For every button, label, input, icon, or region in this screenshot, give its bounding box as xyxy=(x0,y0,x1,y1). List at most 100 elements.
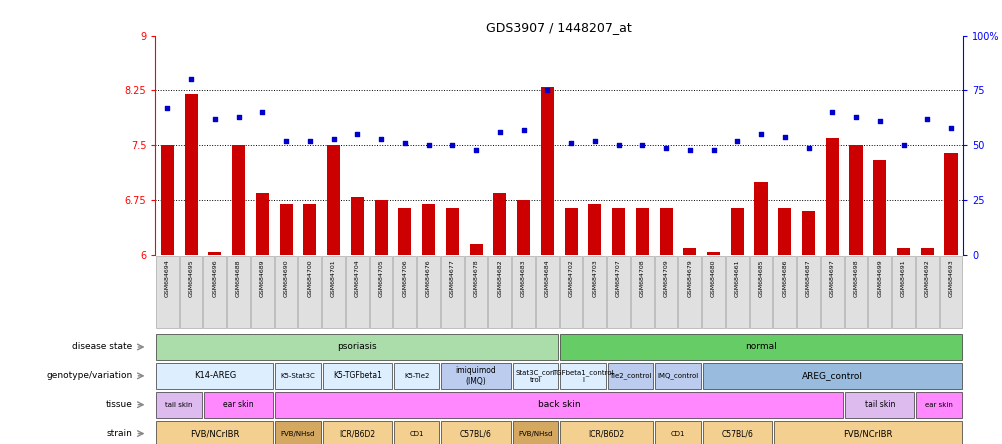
Bar xyxy=(156,334,558,360)
Text: GSM684692: GSM684692 xyxy=(924,260,929,297)
Bar xyxy=(654,421,700,444)
Bar xyxy=(275,421,321,444)
Bar xyxy=(160,146,173,255)
Text: ear skin: ear skin xyxy=(223,400,254,409)
Text: GSM684702: GSM684702 xyxy=(568,260,573,297)
Text: genotype/variation: genotype/variation xyxy=(46,371,132,381)
Bar xyxy=(323,363,392,388)
Text: ICR/B6D2: ICR/B6D2 xyxy=(588,429,624,438)
Text: IMQ_control: IMQ_control xyxy=(656,373,697,379)
Bar xyxy=(702,363,961,388)
Bar xyxy=(939,256,962,328)
Bar xyxy=(323,421,392,444)
Bar xyxy=(916,392,961,417)
Text: GSM684690: GSM684690 xyxy=(284,260,289,297)
Bar xyxy=(654,363,700,388)
Text: GSM684686: GSM684686 xyxy=(782,260,787,297)
Text: GSM684706: GSM684706 xyxy=(402,260,407,297)
Point xyxy=(824,109,840,116)
Text: GSM684699: GSM684699 xyxy=(877,260,882,297)
Text: GSM684678: GSM684678 xyxy=(473,260,478,297)
Bar xyxy=(441,256,463,328)
Bar xyxy=(725,256,747,328)
Point xyxy=(753,131,769,138)
Point xyxy=(230,113,246,120)
Bar xyxy=(516,200,529,255)
Point xyxy=(895,142,911,149)
Text: disease state: disease state xyxy=(72,342,132,352)
Text: ICR/B6D2: ICR/B6D2 xyxy=(339,429,375,438)
Bar xyxy=(275,256,298,328)
Point xyxy=(159,104,175,111)
Bar xyxy=(868,256,890,328)
Bar xyxy=(493,193,506,255)
Point xyxy=(871,118,887,125)
Text: strain: strain xyxy=(106,429,132,438)
Point xyxy=(444,142,460,149)
Text: GSM684705: GSM684705 xyxy=(378,260,383,297)
Text: GSM684687: GSM684687 xyxy=(806,260,811,297)
Text: AREG_control: AREG_control xyxy=(801,371,862,381)
Bar xyxy=(469,244,482,255)
Bar xyxy=(754,182,767,255)
Text: CD1: CD1 xyxy=(670,431,684,436)
Text: K5-TGFbeta1: K5-TGFbeta1 xyxy=(333,371,382,381)
Bar xyxy=(512,256,534,328)
Text: K5-Stat3C: K5-Stat3C xyxy=(281,373,315,379)
Text: FVB/NHsd: FVB/NHsd xyxy=(518,431,552,436)
Bar xyxy=(156,392,201,417)
Text: GSM684680: GSM684680 xyxy=(710,260,715,297)
Text: tail skin: tail skin xyxy=(165,402,192,408)
Text: FVB/NHsd: FVB/NHsd xyxy=(281,431,315,436)
Text: GSM684688: GSM684688 xyxy=(235,260,240,297)
Text: GSM684694: GSM684694 xyxy=(164,260,169,297)
Text: imiquimod
(IMQ): imiquimod (IMQ) xyxy=(455,366,496,385)
Text: K5-Tie2: K5-Tie2 xyxy=(404,373,429,379)
Point xyxy=(562,140,578,147)
Bar xyxy=(155,256,178,328)
Bar xyxy=(208,252,221,255)
Point xyxy=(610,142,626,149)
Bar xyxy=(275,363,321,388)
Bar xyxy=(393,256,416,328)
Bar xyxy=(677,256,700,328)
Bar xyxy=(944,153,957,255)
Text: tissue: tissue xyxy=(105,400,132,409)
Point xyxy=(800,144,816,151)
Point xyxy=(420,142,436,149)
Bar xyxy=(778,208,791,255)
Point xyxy=(302,138,318,145)
Bar xyxy=(659,208,672,255)
Bar xyxy=(441,363,510,388)
Bar xyxy=(227,256,249,328)
Bar xyxy=(303,204,316,255)
Point xyxy=(918,115,934,123)
Bar xyxy=(231,146,244,255)
Bar xyxy=(417,256,440,328)
Text: GSM684704: GSM684704 xyxy=(355,260,360,297)
Text: GSM684691: GSM684691 xyxy=(900,260,905,297)
Bar xyxy=(512,421,558,444)
Bar xyxy=(915,256,938,328)
Bar xyxy=(184,94,197,255)
Text: psoriasis: psoriasis xyxy=(337,342,377,352)
Text: GSM684696: GSM684696 xyxy=(212,260,217,297)
Bar xyxy=(774,421,961,444)
Text: GSM684708: GSM684708 xyxy=(639,260,644,297)
Bar xyxy=(280,204,293,255)
Bar xyxy=(445,208,458,255)
Bar xyxy=(156,363,273,388)
Text: GSM684684: GSM684684 xyxy=(544,260,549,297)
Point xyxy=(704,146,720,153)
Point xyxy=(681,146,697,153)
Point xyxy=(847,113,863,120)
Bar xyxy=(370,256,392,328)
Text: FVB/NCrIBR: FVB/NCrIBR xyxy=(190,429,239,438)
Bar xyxy=(844,256,867,328)
Text: Tie2_control: Tie2_control xyxy=(608,373,651,379)
Bar xyxy=(825,138,838,255)
Text: GSM684698: GSM684698 xyxy=(853,260,858,297)
Point xyxy=(349,131,365,138)
Text: K14-AREG: K14-AREG xyxy=(193,371,235,381)
Bar xyxy=(702,421,772,444)
